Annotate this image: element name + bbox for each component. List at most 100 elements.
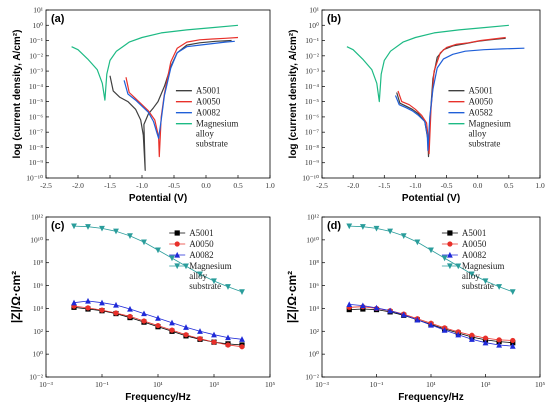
legend-marker — [174, 263, 181, 270]
legend-label: Magnesium alloy substrate — [462, 261, 505, 291]
y-tick-label: 10² — [309, 327, 320, 336]
y-tick-label: 10⁻⁷ — [29, 128, 43, 137]
data-point — [197, 336, 203, 342]
series-line-2 — [123, 40, 235, 139]
data-point — [482, 339, 489, 346]
data-point — [468, 336, 475, 342]
data-point — [428, 321, 434, 328]
chart-panel-0: -2.5 -2.0 -1.5 -1.0 -0.5 0.0 0.5 1.0 10⁻¹⁰ 10⁻⁹ 10… — [12, 6, 275, 205]
y-tick-label: 10¹⁰ — [306, 235, 319, 244]
y-tick-label: 10¹² — [31, 213, 44, 222]
data-point — [482, 278, 489, 285]
legend-label: A5001 — [189, 228, 214, 238]
data-point — [197, 328, 203, 334]
data-point — [141, 310, 147, 317]
data-point — [99, 307, 105, 313]
data-point — [346, 223, 353, 230]
data-point — [469, 332, 475, 338]
data-point — [211, 339, 217, 345]
y-axis-title: |Z|/Ω·cm² — [285, 271, 299, 323]
plot-frame — [321, 9, 541, 179]
data-point — [359, 302, 366, 309]
y-tick-label: 10⁴ — [33, 304, 44, 313]
data-point — [509, 289, 516, 295]
plot-frame — [45, 216, 271, 378]
series-line-2 — [394, 47, 525, 152]
panel-label: (b) — [327, 13, 341, 25]
series-line-3 — [346, 24, 509, 103]
data-point — [441, 255, 448, 262]
data-point — [85, 297, 91, 304]
y-tick-label: 10⁻⁷ — [305, 128, 319, 137]
y-tick-label: 10⁶ — [309, 281, 320, 290]
data-point — [183, 263, 189, 270]
y-tick-label: 10⁻⁸ — [29, 143, 43, 152]
x-tick-label: 10³ — [209, 380, 220, 389]
legend-marker — [447, 251, 453, 258]
data-point — [99, 299, 105, 306]
y-tick-label: 10⁻⁸ — [305, 143, 319, 152]
legend-label: A0050 — [196, 97, 221, 107]
x-tick-label: -2.5 — [316, 181, 328, 190]
data-point — [113, 301, 119, 308]
legend-label: Magnesium alloy substrate — [196, 119, 239, 149]
data-point — [155, 315, 161, 321]
x-tick-label: -2.0 — [347, 181, 359, 190]
data-point — [346, 301, 353, 308]
y-tick-label: 10⁰ — [308, 21, 319, 30]
legend-label: A0082 — [189, 250, 214, 260]
panel-label: (d) — [327, 220, 341, 232]
y-tick-label: 10⁶ — [33, 281, 44, 290]
legend-marker — [447, 263, 453, 270]
x-tick-label: -2.0 — [72, 181, 84, 190]
y-tick-label: 10⁰ — [308, 350, 319, 359]
y-tick-label: 10¹⁰ — [30, 235, 43, 244]
y-tick-label: 10⁻² — [305, 51, 319, 60]
data-point — [141, 239, 147, 246]
data-point — [373, 225, 380, 232]
y-tick-label: 10⁻² — [29, 51, 43, 60]
data-point — [239, 289, 245, 295]
data-point — [211, 331, 217, 338]
legend-marker — [447, 241, 453, 247]
x-tick-label: 10³ — [481, 380, 492, 389]
data-point — [113, 228, 119, 235]
data-point — [400, 233, 407, 239]
x-tick-label: 0.5 — [504, 181, 514, 190]
y-tick-label: 10⁻⁹ — [29, 158, 43, 167]
data-point — [155, 322, 161, 329]
data-point — [183, 332, 189, 338]
data-point — [468, 271, 475, 278]
data-point — [225, 342, 231, 348]
data-point — [455, 263, 462, 270]
x-axis-title: Potential (V) — [129, 193, 187, 204]
data-point — [169, 327, 175, 333]
data-point — [414, 316, 421, 323]
data-point — [169, 255, 175, 262]
x-tick-label: 0.0 — [473, 181, 483, 190]
data-point — [225, 334, 231, 341]
y-tick-label: 10⁻² — [29, 373, 43, 382]
y-axis-title: log (current density, A/cm²) — [288, 30, 299, 159]
y-tick-label: 10⁸ — [33, 258, 44, 267]
x-tick-label: -1.0 — [136, 181, 148, 190]
y-tick-label: 10⁻¹⁰ — [26, 174, 43, 183]
data-point — [387, 307, 394, 314]
x-tick-label: -1.5 — [378, 181, 390, 190]
y-tick-label: 10⁴ — [309, 304, 320, 313]
chart-panel-2: 10⁻³ 10⁻¹ 10¹ 10³ 10⁵ 10⁻² 10⁰ 10² 10⁴ 10⁶ 10⁸ 10¹⁰… — [9, 213, 275, 404]
data-point — [85, 305, 91, 311]
x-tick-label: 0.0 — [201, 181, 211, 190]
x-tick-label: 10⁵ — [265, 380, 276, 389]
legend-marker — [174, 251, 181, 258]
data-point — [400, 311, 407, 318]
data-point — [183, 324, 189, 330]
legend-marker — [174, 230, 180, 236]
panel-label: (a) — [51, 13, 65, 25]
data-point — [99, 225, 105, 232]
y-tick-label: 10⁻¹ — [305, 36, 319, 45]
x-tick-label: 1.0 — [535, 181, 545, 190]
